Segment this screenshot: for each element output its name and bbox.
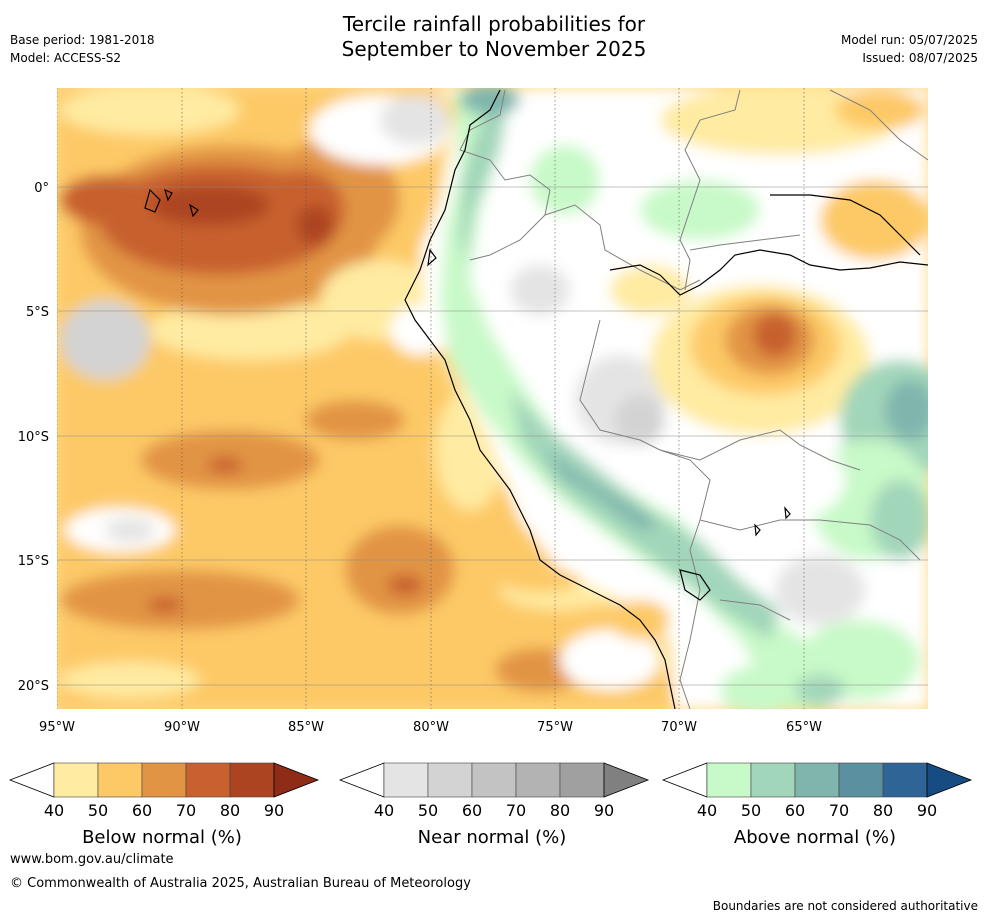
- latitude-axis: 0° 5°S 10°S 15°S 20°S: [18, 181, 49, 694]
- model-label: Model: ACCESS-S2: [10, 51, 122, 65]
- map-title-line1: Tercile rainfall probabilities for: [342, 12, 646, 36]
- legend-tick-label: 90: [264, 801, 284, 820]
- legend-swatch: [427, 762, 473, 798]
- lon-tick-label: 70°W: [661, 720, 697, 735]
- issued-label: Issued: 08/07/2025: [862, 51, 978, 65]
- legend-under-arrow: [8, 762, 55, 798]
- legend-tick-label: 70: [506, 801, 526, 820]
- legend-title: Above normal (%): [734, 827, 896, 848]
- website-link[interactable]: www.bom.gov.au/climate: [10, 852, 174, 867]
- map-field: [57, 88, 928, 709]
- map-gridlines: [57, 88, 805, 709]
- disclaimer-text: Boundaries are not considered authoritat…: [712, 899, 978, 913]
- legend-swatch: [559, 762, 605, 798]
- rainfall-probability-map: 95°W 90°W 85°W 80°W 75°W 70°W 65°W 0° 5°…: [8, 88, 973, 848]
- legend-near-normal: 40 50 60 70 80 90 Near normal (%): [338, 762, 650, 848]
- legend-swatch: [97, 762, 143, 798]
- country-borders: [459, 89, 928, 709]
- model-run-label: Model run: 05/07/2025: [840, 33, 978, 47]
- legend-tick-label: 90: [917, 801, 937, 820]
- coastline: [144, 89, 928, 709]
- legend-swatch: [141, 762, 187, 798]
- legend-swatch: [185, 762, 231, 798]
- lon-tick-label: 80°W: [413, 720, 449, 735]
- legend-swatch: [53, 762, 99, 798]
- legend-swatch: [750, 762, 796, 798]
- legend-tick-label: 70: [176, 801, 196, 820]
- legend-swatch: [471, 762, 517, 798]
- legend-tick-label: 80: [220, 801, 240, 820]
- legend-tick-label: 70: [829, 801, 849, 820]
- legend-title: Below normal (%): [82, 827, 242, 848]
- lat-tick-label: 15°S: [18, 554, 49, 569]
- legend-below-normal: 40 50 60 70 80 90 Below normal (%): [8, 762, 320, 848]
- legend-tick-label: 60: [132, 801, 152, 820]
- legend-tick-label: 50: [418, 801, 438, 820]
- legend-over-arrow: [603, 762, 650, 798]
- legend-swatch: [838, 762, 884, 798]
- lat-tick-label: 5°S: [26, 305, 49, 320]
- legend-tick-label: 50: [741, 801, 761, 820]
- legend-swatch: [706, 762, 752, 798]
- legend-under-arrow: [661, 762, 708, 798]
- base-period-label: Base period: 1981-2018: [10, 33, 155, 47]
- legend-tick-label: 40: [697, 801, 717, 820]
- legend-group: 40 50 60 70 80 90 Below normal (%) 40 50 60 70 80…: [8, 762, 973, 848]
- lat-tick-label: 0°: [34, 181, 49, 196]
- legend-swatch: [882, 762, 928, 798]
- legend-swatch: [515, 762, 561, 798]
- legend-tick-label: 80: [873, 801, 893, 820]
- map-title-line2: September to November 2025: [341, 37, 647, 61]
- legend-swatch: [383, 762, 429, 798]
- lon-tick-label: 95°W: [39, 720, 75, 735]
- copyright-text: © Commonwealth of Australia 2025, Austra…: [10, 876, 471, 891]
- legend-tick-label: 80: [550, 801, 570, 820]
- legend-under-arrow: [338, 762, 385, 798]
- lon-tick-label: 75°W: [537, 720, 573, 735]
- legend-over-arrow: [273, 762, 320, 798]
- lon-tick-label: 65°W: [786, 720, 822, 735]
- legend-tick-label: 40: [374, 801, 394, 820]
- legend-over-arrow: [926, 762, 973, 798]
- legend-title: Near normal (%): [418, 827, 567, 848]
- lat-tick-label: 20°S: [18, 679, 49, 694]
- longitude-axis: 95°W 90°W 85°W 80°W 75°W 70°W 65°W: [39, 720, 822, 735]
- lon-tick-label: 90°W: [164, 720, 200, 735]
- legend-tick-label: 60: [785, 801, 805, 820]
- legend-swatch: [794, 762, 840, 798]
- lat-tick-label: 10°S: [18, 430, 49, 445]
- legend-above-normal: 40 50 60 70 80 90 Above normal (%): [661, 762, 973, 848]
- lon-tick-label: 85°W: [288, 720, 324, 735]
- legend-tick-label: 50: [88, 801, 108, 820]
- legend-swatch: [229, 762, 275, 798]
- legend-tick-label: 40: [44, 801, 64, 820]
- legend-tick-label: 60: [462, 801, 482, 820]
- legend-tick-label: 90: [594, 801, 614, 820]
